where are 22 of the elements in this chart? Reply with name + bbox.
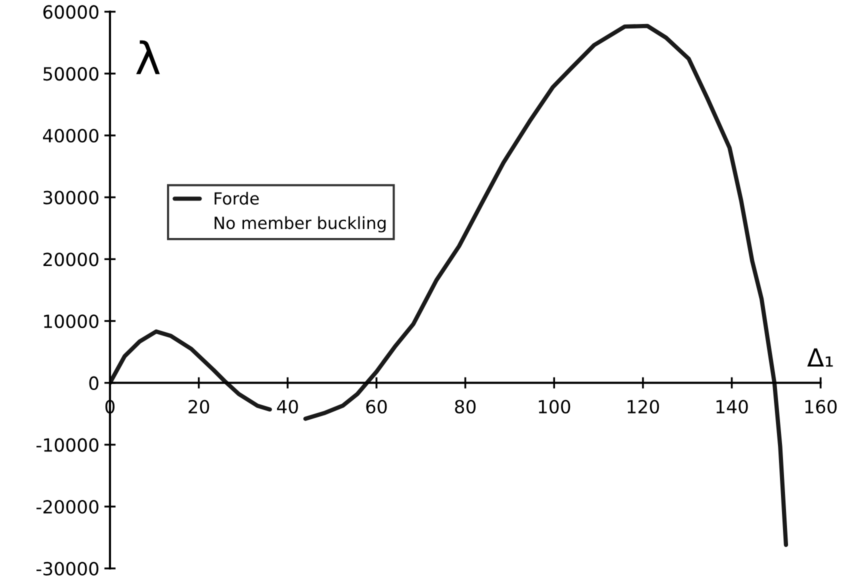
y-axis-title: λ bbox=[136, 40, 160, 74]
x-tick-label: 20 bbox=[188, 400, 210, 414]
y-tick-label: 60000 bbox=[43, 5, 98, 19]
y-tick-label: 50000 bbox=[44, 67, 98, 81]
x-tick-label: 160 bbox=[805, 400, 837, 414]
y-tick-label: 10000 bbox=[44, 314, 98, 328]
y-tick-label: 30000 bbox=[44, 190, 98, 204]
y-tick-label: 0 bbox=[89, 376, 98, 390]
y-tick-label: 20000 bbox=[43, 252, 98, 266]
x-tick-label: 40 bbox=[277, 400, 298, 414]
x-tick-label: 80 bbox=[455, 400, 476, 414]
y-tick-label: -20000 bbox=[36, 500, 98, 514]
x-axis-title: Δ₁ bbox=[807, 348, 833, 367]
x-tick-label: 140 bbox=[716, 400, 748, 414]
x-tick-label: 60 bbox=[366, 400, 387, 414]
x-tick-label: 100 bbox=[538, 400, 570, 414]
legend-label: Forde bbox=[214, 192, 259, 205]
y-tick-label: -30000 bbox=[36, 562, 98, 576]
x-tick-label: 120 bbox=[628, 400, 659, 414]
annotation: No member buckling bbox=[214, 216, 386, 232]
y-tick-label: 40000 bbox=[43, 128, 98, 143]
y-tick-label: -10000 bbox=[36, 438, 98, 452]
